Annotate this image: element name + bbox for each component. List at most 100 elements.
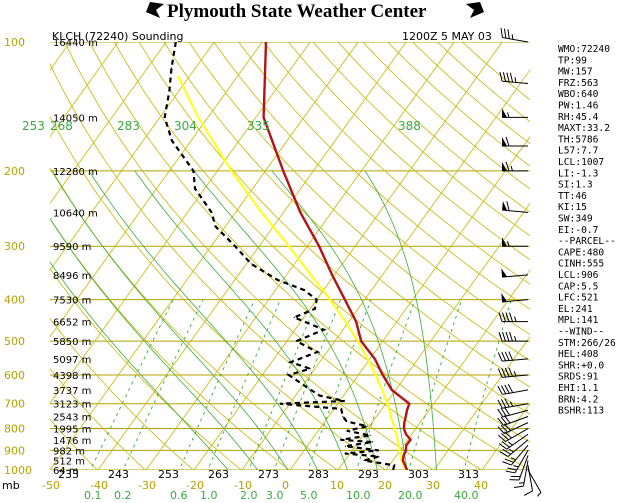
dewpoint-point <box>340 408 342 410</box>
height-label: 4398 m <box>53 371 91 382</box>
wind-barb-flag <box>498 443 507 450</box>
wind-barb-flag <box>504 398 510 408</box>
theta-label-bottom: 283 <box>308 468 329 481</box>
moist-adiabat-line <box>51 170 289 470</box>
wind-barbs <box>497 28 542 497</box>
theta-label-bottom: 293 <box>358 468 379 481</box>
wind-barb <box>497 422 529 435</box>
wind-barb-half-flag <box>514 336 517 342</box>
wind-barb <box>497 367 529 378</box>
index-line: FRZ:563 <box>558 78 599 89</box>
wind-barb-pennant <box>502 237 507 247</box>
mixing-ratio-line <box>273 299 342 470</box>
temperature-point <box>360 340 362 342</box>
dewpoint-point <box>170 67 173 69</box>
mixing-ratio-label: 0.1 <box>84 489 102 502</box>
isotherm-line <box>50 42 359 470</box>
wind-barb <box>502 161 528 172</box>
temperature-point <box>406 409 408 411</box>
theta-label-top: 335 <box>247 119 270 133</box>
index-line: MPL:141 <box>558 315 599 326</box>
temp-tick-label: -10 <box>234 479 252 492</box>
wind-barb-flag <box>497 417 504 426</box>
wind-barb-flag <box>500 407 507 417</box>
wind-barb-half-flag <box>514 316 517 322</box>
index-line: CAP:5.5 <box>558 281 598 292</box>
temperature-point <box>405 433 407 435</box>
wind-barb-flag <box>509 72 514 83</box>
wind-barb-flag <box>509 332 513 342</box>
wind-barb <box>523 465 534 496</box>
isotherm-line <box>97 42 407 470</box>
temperature-point <box>299 211 301 213</box>
pressure-tick-label: 900 <box>4 444 25 457</box>
dewpoint-point <box>295 340 297 342</box>
dewpoint-point <box>323 329 325 331</box>
wind-barb <box>497 406 529 418</box>
dewpoint-point <box>210 211 213 213</box>
index-line: PW:1.46 <box>558 101 599 112</box>
wind-barb-flag <box>506 201 510 211</box>
temperature-point <box>402 459 404 462</box>
theta-label-bottom: 233 <box>58 468 79 481</box>
mixing-ratio-line <box>463 299 512 470</box>
dewpoint-point <box>288 374 290 376</box>
index-line: CAPE:480 <box>558 247 604 258</box>
pressure-tick-label: 500 <box>4 335 25 348</box>
mixing-ratio-label: 10.0 <box>346 489 371 502</box>
wind-barb-half-flag <box>518 482 525 484</box>
theta-label-top: 304 <box>174 119 197 133</box>
index-line: MAXT:33.2 <box>558 123 610 134</box>
temperature-trace <box>262 42 413 470</box>
dry-adiabat-line <box>64 42 483 470</box>
wind-barb-flag <box>505 470 516 474</box>
mixing-ratio-line <box>178 299 256 470</box>
wind-barb <box>497 384 529 395</box>
mixing-ratio-line <box>207 299 281 470</box>
mixing-ratio-line <box>307 299 372 470</box>
wind-barb-staff <box>503 416 529 426</box>
wind-barb-staff <box>506 433 529 450</box>
wind-barb <box>497 398 529 409</box>
temperature-point <box>344 299 346 301</box>
temperature-point <box>403 454 405 457</box>
wind-barb-half-flag <box>508 441 513 446</box>
wind-barb-flag <box>507 29 510 39</box>
mixing-ratio-label: 20.0 <box>398 489 423 502</box>
wind-barb <box>498 312 528 323</box>
index-line: MW:157 <box>558 67 593 78</box>
wind-barb-half-flag <box>509 401 514 407</box>
theta-label-bottom: 303 <box>408 468 429 481</box>
wind-barb-pennant <box>501 292 508 302</box>
dewpoint-point <box>277 279 279 281</box>
wind-barb-flag <box>499 71 503 82</box>
wind-barb <box>497 351 529 362</box>
mixing-ratio-line <box>356 299 416 470</box>
index-line: EL:241 <box>558 304 593 315</box>
index-line: BRN:4.2 <box>558 394 598 405</box>
psu-flag-icon <box>146 2 164 18</box>
wind-barb-flag <box>508 351 514 361</box>
wind-barb-half-flag <box>511 34 514 40</box>
wind-barb-staff <box>514 450 529 474</box>
dewpoint-point <box>369 434 371 436</box>
isotherm-line <box>50 42 215 271</box>
wind-barb-flag <box>507 467 517 471</box>
index-line: WBO:640 <box>558 89 599 100</box>
index-line: TP:99 <box>558 55 587 66</box>
pressure-tick-label: 1000 <box>4 464 32 477</box>
wind-barb-pennant <box>502 201 508 211</box>
index-line: SHR:+0.0 <box>558 360 604 371</box>
height-label: 6652 m <box>53 318 91 329</box>
temp-tick-label: -40 <box>90 479 108 492</box>
height-label: 3123 m <box>53 400 91 411</box>
wind-barb-half-flag <box>537 492 542 497</box>
isotherm-line <box>50 42 167 205</box>
wind-barb-flag <box>514 485 524 488</box>
wind-barb-half-flag <box>514 77 517 83</box>
moist-adiabat-line <box>271 170 408 470</box>
mixing-ratio-line <box>122 299 204 470</box>
parcel-trace <box>176 75 408 470</box>
wind-barb-flag <box>497 408 504 418</box>
